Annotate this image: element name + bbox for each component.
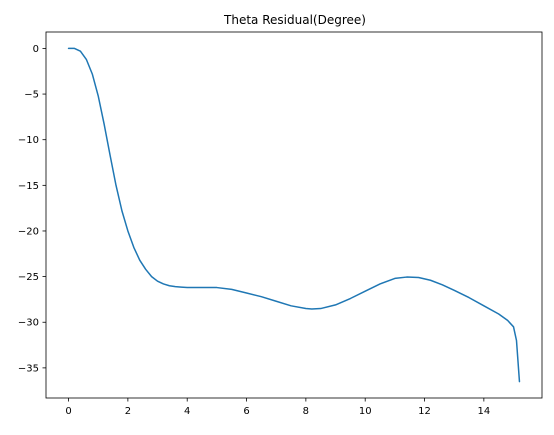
x-tick-label: 14 (477, 406, 490, 417)
y-tick-label: 0 (33, 44, 39, 55)
x-tick-label: 6 (243, 406, 249, 417)
y-tick-label: −15 (18, 181, 39, 192)
x-tick-label: 0 (65, 406, 71, 417)
x-tick-label: 4 (184, 406, 190, 417)
x-tick-label: 2 (125, 406, 131, 417)
y-tick-label: −20 (18, 226, 39, 237)
plot-frame (45, 31, 543, 399)
x-tick-label: 10 (359, 406, 372, 417)
y-tick-label: −30 (18, 318, 39, 329)
y-tick-label: −10 (18, 135, 39, 146)
y-tick-label: −25 (18, 272, 39, 283)
series-line (67, 47, 521, 383)
y-tick-label: −35 (18, 363, 39, 374)
chart-title: Theta Residual(Degree) (223, 13, 366, 27)
x-tick-label: 12 (418, 406, 431, 417)
x-tick-label: 8 (303, 406, 309, 417)
y-tick-label: −5 (24, 90, 39, 101)
